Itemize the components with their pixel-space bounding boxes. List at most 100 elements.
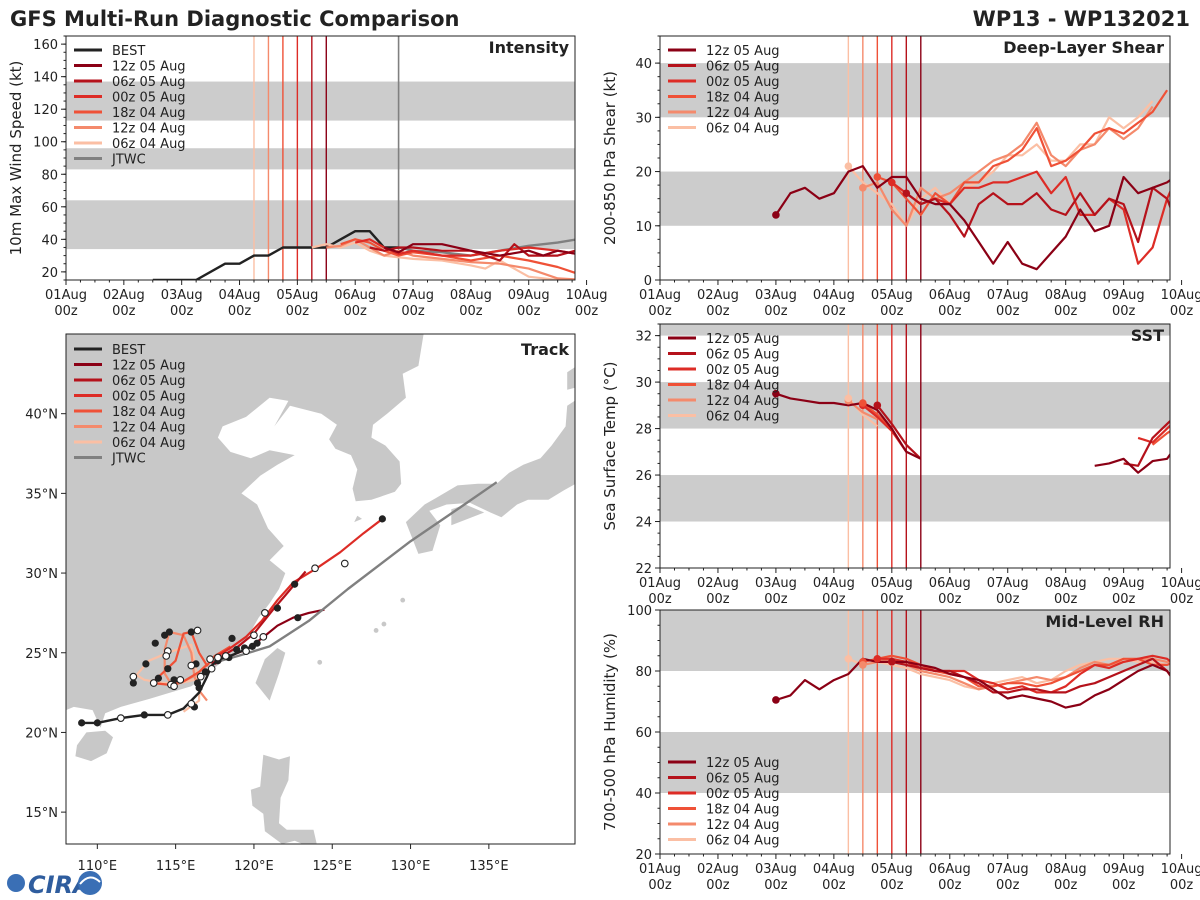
- shear-series-00z-05-aug: [891, 170, 1170, 265]
- intensity-legend-label-06z-05-aug: 06z 05 Aug: [112, 75, 186, 90]
- sst-ylabel: Sea Surface Temp (°C): [601, 361, 619, 530]
- shear-xtick-sublabel: 00z: [764, 304, 788, 319]
- ryukyu-islet-1: [381, 621, 387, 627]
- sst-xtick-sublabel: 00z: [764, 592, 788, 607]
- shear-start-point-12z-04-aug: [859, 184, 867, 192]
- shear-legend-label-18z-04-aug: 18z 04 Aug: [706, 91, 780, 106]
- shear-xtick-label: 01Aug: [639, 288, 681, 303]
- shear-xtick-sublabel: 00z: [880, 304, 904, 319]
- rh-start-point-12z-04-aug: [859, 661, 867, 669]
- track-ytick-label: 20°N: [25, 726, 58, 741]
- shear-ytick-label: 30: [635, 111, 652, 126]
- sst-xtick-label: 03Aug: [755, 576, 797, 591]
- track-point-open: [193, 626, 202, 635]
- rh-xtick-label: 04Aug: [813, 862, 855, 877]
- track-point-filled: [165, 628, 173, 636]
- intensity-panel: 2040608010012014016001Aug00z02Aug00z03Au…: [7, 35, 608, 319]
- intensity-xtick-sublabel: 00z: [170, 304, 194, 319]
- shear-legend-label-06z-05-aug: 06z 05 Aug: [706, 60, 780, 75]
- sst-xtick-sublabel: 00z: [822, 592, 846, 607]
- track-legend-label-best: BEST: [112, 343, 145, 358]
- track-point-open: [214, 653, 222, 662]
- track-point-filled: [142, 660, 150, 668]
- rh-xtick-sublabel: 00z: [822, 878, 846, 893]
- track-point-open: [207, 664, 216, 673]
- rh-legend-label-06z-05-aug: 06z 05 Aug: [706, 772, 780, 787]
- track-point-filled: [164, 665, 172, 673]
- intensity-ytick-label: 140: [33, 71, 58, 86]
- shear-legend-label-12z-05-aug: 12z 05 Aug: [706, 44, 780, 59]
- sst-ytick-label: 24: [635, 516, 652, 531]
- intensity-ylabel: 10m Max Wind Speed (kt): [7, 61, 25, 256]
- sst-xtick-label: 08Aug: [1045, 576, 1087, 591]
- track-point-filled: [253, 639, 261, 647]
- shear-ytick-label: 20: [635, 166, 652, 181]
- sst-legend-label-18z-04-aug: 18z 04 Aug: [706, 379, 780, 394]
- sst-xtick-label: 10Aug: [1161, 576, 1200, 591]
- rh-xtick-sublabel: 00z: [1112, 878, 1136, 893]
- intensity-xtick-label: 01Aug: [45, 288, 87, 303]
- shear-xtick-sublabel: 00z: [648, 304, 672, 319]
- taiwan-island-land: [255, 648, 286, 701]
- rh-xtick-sublabel: 00z: [1170, 878, 1194, 893]
- track-point-open: [149, 679, 158, 687]
- rh-legend-label-00z-05-aug: 00z 05 Aug: [706, 787, 780, 802]
- rh-legend-label-06z-04-aug: 06z 04 Aug: [706, 834, 780, 849]
- shear-xtick-label: 10Aug: [1161, 288, 1200, 303]
- track-legend-label-jtwc: JTWC: [111, 452, 146, 467]
- rh-xtick-sublabel: 00z: [938, 878, 962, 893]
- track-point-open: [221, 652, 230, 660]
- shear-series-12z-05-aug: [774, 165, 1170, 271]
- sst-start-point-12z-05-aug: [772, 389, 780, 398]
- shear-xtick-label: 07Aug: [987, 288, 1029, 303]
- rh-series: [772, 654, 1170, 709]
- track-frame: [65, 333, 576, 845]
- rh-ytick-label: 100: [627, 604, 652, 619]
- shear-xtick-label: 06Aug: [929, 288, 971, 303]
- track-legend-label-00z-05-aug: 00z 05 Aug: [112, 390, 186, 405]
- track-point-open: [196, 672, 205, 681]
- shear-ytick-label: 0: [644, 274, 652, 289]
- track-landmass: [66, 334, 575, 844]
- track-legend-label-18z-04-aug: 18z 04 Aug: [112, 405, 186, 420]
- rh-series-06z-04-aug: [847, 657, 1168, 691]
- rh-xtick-sublabel: 00z: [764, 878, 788, 893]
- shikoku-island-land: [451, 504, 485, 526]
- track-title: Track: [521, 340, 569, 359]
- track-point-open: [176, 675, 185, 684]
- hainan-island-land: [75, 730, 113, 762]
- rh-xtick-sublabel: 00z: [706, 878, 730, 893]
- rh-xtick-label: 07Aug: [987, 862, 1029, 877]
- track-point-filled: [151, 639, 159, 647]
- rh-panel: 2040608010001Aug00z02Aug00z03Aug00z04Aug…: [601, 604, 1200, 893]
- track-point-open: [340, 559, 349, 568]
- sst-xtick-sublabel: 00z: [1112, 592, 1136, 607]
- shear-legend-label-00z-05-aug: 00z 05 Aug: [706, 75, 780, 90]
- sst-ytick-label: 30: [635, 376, 652, 391]
- shear-start-point-00z-05-aug: [888, 178, 896, 187]
- sst-start-point-06z-05-aug: [873, 401, 882, 410]
- sst-frame: [659, 323, 1171, 569]
- intensity-xtick-label: 08Aug: [450, 288, 492, 303]
- intensity-legend-label-12z-05-aug: 12z 05 Aug: [112, 60, 186, 75]
- intensity-xtick-sublabel: 00z: [286, 304, 310, 319]
- storm-identifier: WP13 - WP132021: [973, 7, 1190, 31]
- rh-legend-label-12z-04-aug: 12z 04 Aug: [706, 818, 780, 833]
- intensity-legend-label-best: BEST: [112, 44, 145, 59]
- shear-start-point-06z-04-aug: [844, 162, 853, 170]
- track-point-open: [250, 631, 258, 640]
- rh-ytick-label: 80: [635, 665, 652, 680]
- figure-title: GFS Multi-Run Diagnostic Comparison: [10, 7, 459, 31]
- intensity-xtick-sublabel: 00z: [228, 304, 252, 319]
- shear-xtick-label: 09Aug: [1103, 288, 1145, 303]
- shear-band-1: [660, 63, 1170, 118]
- shear-xtick-sublabel: 00z: [996, 304, 1020, 319]
- shear-xtick-label: 03Aug: [755, 288, 797, 303]
- sst-legend-label-12z-04-aug: 12z 04 Aug: [706, 394, 780, 409]
- rh-legend-label-18z-04-aug: 18z 04 Aug: [706, 803, 780, 818]
- intensity-series-18z-04-aug: [340, 238, 575, 274]
- intensity-ytick-label: 120: [33, 103, 58, 118]
- intensity-series: [152, 229, 575, 280]
- rh-ytick-label: 40: [635, 787, 652, 802]
- mainland-asia-land: [66, 334, 424, 728]
